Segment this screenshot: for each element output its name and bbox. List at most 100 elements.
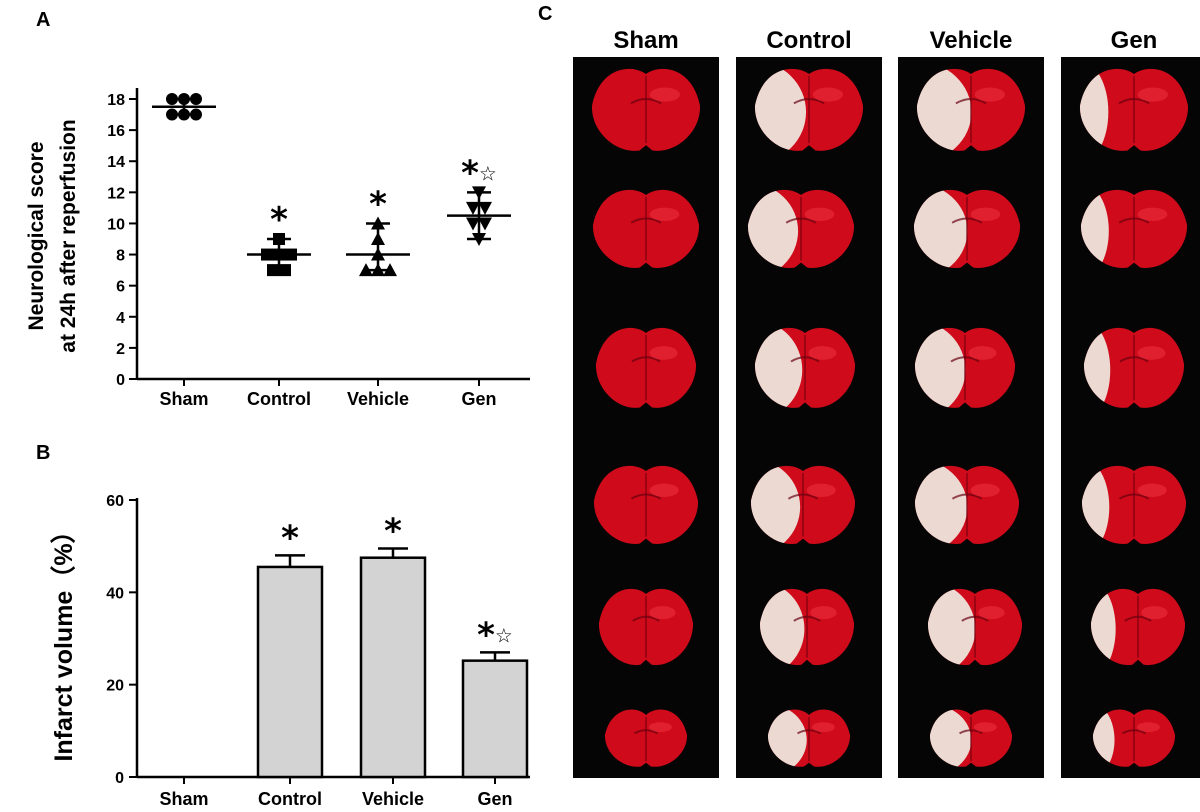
brain-section-ventricle	[961, 615, 989, 622]
brain-section-ventricle	[630, 493, 662, 500]
chart-a-x-tick-label: Vehicle	[347, 389, 409, 409]
brain-section-highlight	[648, 722, 672, 733]
brain-section	[591, 68, 701, 151]
brain-section-highlight	[970, 207, 1001, 222]
chart-b-significance-marker: *☆	[477, 615, 513, 655]
chart-a-y-tick-label: 6	[116, 279, 125, 296]
brain-section-highlight	[649, 606, 676, 620]
chart-b-bar	[256, 565, 324, 779]
chart-a-point	[478, 217, 492, 231]
brain-section-ventricle	[955, 98, 987, 105]
brain-section	[593, 465, 699, 544]
chart-a-point	[267, 264, 279, 277]
brain-section	[595, 327, 697, 408]
brain-section-ventricle	[630, 98, 662, 105]
chart-a-y-tick-label: 10	[107, 216, 125, 233]
chart-b-bar	[461, 659, 529, 779]
brain-section-highlight	[810, 606, 837, 620]
brain-section-highlight	[974, 87, 1006, 102]
brain-section-highlight	[808, 346, 837, 360]
chart-a-point	[472, 233, 486, 246]
brain-section-ventricle	[950, 356, 980, 363]
brain-section-ventricle	[1118, 493, 1150, 500]
chart-a-y-tick-label: 8	[116, 248, 125, 265]
brain-section-highlight	[1137, 87, 1169, 102]
brain-section-highlight	[649, 483, 679, 498]
chart-b-y-tick-label: 60	[106, 493, 124, 510]
chart-a-point	[466, 201, 480, 215]
chart-a-point	[190, 108, 202, 121]
brain-section-ventricle	[951, 217, 983, 224]
chart-a-point	[359, 263, 373, 277]
chart-a-y-label-line2: at 24h after reperfusion	[57, 119, 80, 352]
chart-a-y-tick-label: 0	[116, 372, 125, 389]
panel-label-a: A	[36, 9, 50, 31]
brain-section-highlight	[1137, 483, 1167, 498]
chart-b-significance-marker: *	[384, 511, 402, 551]
chart-b-significance-marker: *	[281, 518, 299, 558]
brain-section	[592, 189, 700, 268]
brain-section-highlight	[968, 346, 997, 360]
brain-section-ventricle	[797, 729, 821, 735]
brain-section-ventricle	[1118, 217, 1150, 224]
panel-c-brain-sections: Sham Control Vehicle Gen	[573, 27, 1200, 778]
brain-section-ventricle	[793, 615, 821, 622]
brain-section-ventricle	[951, 493, 983, 500]
brain-column-header: Sham	[613, 27, 678, 54]
chart-a-point	[178, 93, 190, 105]
brain-section-highlight	[1137, 207, 1168, 222]
brain-column-sham	[573, 57, 719, 778]
chart-a-point	[478, 201, 492, 215]
brain-section-ventricle	[785, 217, 817, 224]
brain-section-highlight	[649, 87, 681, 102]
brain-section-highlight	[649, 346, 678, 360]
brain-column-header: Control	[766, 27, 851, 54]
brain-section-ventricle	[787, 493, 819, 500]
brain-section-ventricle	[959, 729, 983, 735]
chart-b-x-tick-label: Control	[258, 789, 322, 809]
brain-section-highlight	[811, 722, 835, 733]
brain-section	[598, 588, 694, 666]
chart-a-y-label-line1: Neurological score	[25, 141, 48, 330]
chart-a-point	[472, 186, 486, 200]
brain-section-highlight	[970, 483, 1000, 498]
chart-b-x-tick-label: Vehicle	[362, 789, 424, 809]
brain-column-vehicle	[898, 57, 1044, 778]
chart-b-x-tick-label: Gen	[477, 789, 512, 809]
chart-b-infarct-volume: Infarct volume（%） 0 20 40 60 Sham Control Vehi…	[49, 493, 530, 809]
brain-section-highlight	[978, 606, 1005, 620]
chart-a-significance-marker: *	[270, 200, 288, 240]
chart-a-x-tick-label: Gen	[461, 389, 496, 409]
brain-section-highlight	[1141, 606, 1168, 620]
brain-column-gen	[1061, 57, 1200, 778]
chart-a-point	[273, 233, 285, 245]
brain-section-highlight	[1136, 722, 1160, 733]
brain-section-ventricle	[1124, 615, 1152, 622]
chart-a-point	[371, 216, 385, 230]
chart-a-neurological-score: Neurological score at 24h after reperfus…	[25, 88, 530, 409]
brain-section-highlight	[1137, 346, 1166, 360]
brain-section-highlight	[973, 722, 997, 733]
chart-a-x-tick-label: Control	[247, 389, 311, 409]
chart-a-point	[166, 93, 178, 105]
brain-section-ventricle	[634, 729, 658, 735]
chart-b-y-tick-label: 0	[115, 770, 124, 787]
chart-a-point	[371, 263, 385, 277]
brain-section-ventricle	[1118, 98, 1150, 105]
chart-b-y-label: Infarct volume（%）	[49, 518, 78, 761]
brain-section-highlight	[812, 87, 844, 102]
chart-a-point	[466, 217, 480, 231]
brain-section-ventricle	[632, 615, 660, 622]
brain-column-header: Vehicle	[930, 27, 1013, 54]
chart-a-x-tick-label: Sham	[159, 389, 208, 409]
brain-section-ventricle	[630, 217, 662, 224]
chart-b-y-tick-label: 20	[106, 678, 124, 695]
chart-a-y-tick-label: 4	[116, 310, 125, 327]
brain-section-ventricle	[790, 356, 820, 363]
chart-a-point	[279, 264, 291, 277]
panel-label-b: B	[36, 442, 50, 464]
chart-a-point	[371, 232, 385, 245]
brain-section-ventricle	[1122, 729, 1146, 735]
chart-a-significance-marker: *☆	[461, 153, 497, 193]
